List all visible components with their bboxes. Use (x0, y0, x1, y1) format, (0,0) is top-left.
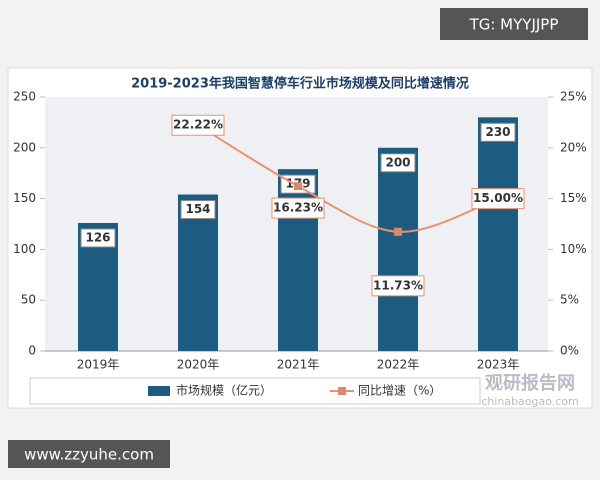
bar-label-box (180, 200, 216, 220)
legend-swatch (338, 387, 346, 395)
bar-label: 126 (85, 230, 110, 244)
y2-tick-label: 10% (560, 242, 587, 256)
y2-tick-label: 5% (560, 293, 579, 307)
line-label: 16.23% (273, 201, 323, 215)
x-tick-label: 2023年 (477, 358, 520, 372)
y2-tick-label: 25% (560, 90, 587, 104)
x-tick-label: 2019年 (77, 358, 120, 372)
y-tick-label: 200 (13, 140, 36, 154)
bar-label: 200 (385, 155, 410, 169)
legend-box (29, 377, 481, 405)
y-tick-label: 150 (13, 191, 36, 205)
y2-tick-label: 0% (560, 344, 579, 358)
y-tick-label: 100 (13, 242, 36, 256)
watermark: www.zzyuhe.com (24, 446, 154, 464)
y-tick-label: 50 (21, 293, 36, 307)
legend-label: 同比增速（%） (358, 384, 441, 398)
bar (378, 147, 418, 351)
bar-label-box (480, 122, 516, 142)
legend-label: 市场规模（亿元） (176, 383, 272, 398)
line-marker (294, 182, 302, 191)
line-marker (394, 227, 402, 236)
bar-label-box (380, 153, 416, 173)
watermark: 观研报告网 (485, 372, 575, 394)
line-label-box (171, 114, 225, 136)
bar-label-box (80, 228, 116, 248)
line (197, 124, 499, 233)
y-tick-label: 0 (28, 344, 36, 358)
line-label: 22.22% (173, 118, 223, 132)
line-label: 11.73% (373, 278, 423, 292)
x-tick-label: 2022年 (377, 358, 420, 372)
bar-label: 154 (185, 202, 210, 216)
y2-tick-label: 15% (560, 191, 587, 205)
legend-swatch (148, 386, 170, 396)
y2-tick-label: 20% (560, 140, 587, 154)
watermark-box (440, 8, 588, 40)
bar-label: 230 (485, 125, 510, 139)
y-tick-label: 250 (13, 90, 36, 104)
line-label-box (471, 188, 525, 210)
watermark: chinabaogao.com (481, 395, 579, 408)
watermark-box (8, 440, 170, 468)
x-tick-label: 2020年 (177, 358, 220, 372)
bar (278, 169, 318, 351)
chart-title: 2019-2023年我国智慧停车行业市场规模及同比增速情况 (131, 76, 469, 92)
line-label-box (271, 197, 325, 219)
x-tick-label: 2021年 (277, 358, 320, 372)
watermark: TG: MYYJJPP (469, 16, 559, 34)
bar (178, 194, 218, 351)
line-label: 15.00% (473, 191, 523, 205)
line-label-box (371, 275, 425, 297)
bar (478, 117, 518, 351)
